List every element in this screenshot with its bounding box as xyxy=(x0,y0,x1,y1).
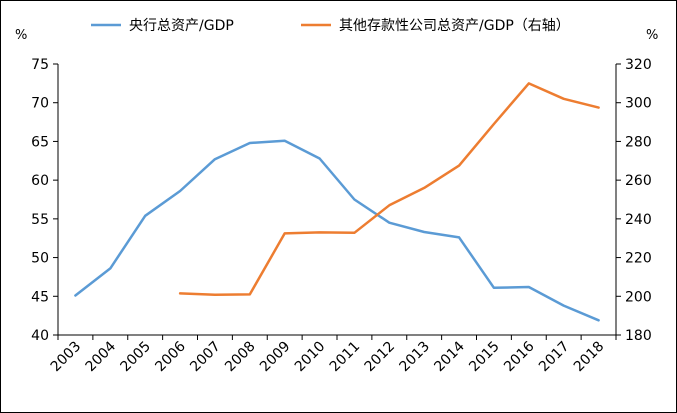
x-tick-label: 2015 xyxy=(466,339,503,376)
left-y-tick-label: 60 xyxy=(31,173,49,189)
left-y-tick-label: 45 xyxy=(31,289,49,305)
x-tick-label: 2018 xyxy=(571,339,608,376)
right-y-tick-label: 280 xyxy=(625,134,652,150)
x-tick-label: 2012 xyxy=(362,339,399,376)
x-tick-label: 2007 xyxy=(187,339,224,376)
legend-label: 其他存款性公司总资产/GDP（右轴） xyxy=(339,18,570,34)
legend: 央行总资产/GDP 其他存款性公司总资产/GDP（右轴） xyxy=(91,18,570,34)
x-tick-label: 2017 xyxy=(536,339,573,376)
right-y-tick-label: 180 xyxy=(625,328,652,344)
legend-label: 央行总资产/GDP xyxy=(129,18,234,34)
right-y-tick-label: 300 xyxy=(625,96,652,112)
x-tick-label: 2010 xyxy=(292,339,329,376)
central-bank-assets-line xyxy=(74,139,600,322)
x-tick-label: 2011 xyxy=(327,339,364,376)
x-tick-label: 2013 xyxy=(397,339,434,376)
left-y-tick-label: 75 xyxy=(31,57,49,73)
axes: 40 45 50 55 60 65 70 75 180 200 220 240 260 280 300 320… xyxy=(15,28,658,375)
x-tick-label: 2016 xyxy=(501,338,538,375)
x-tick-label: 2008 xyxy=(222,339,259,376)
right-y-unit: % xyxy=(646,28,658,43)
x-tick-label: 2003 xyxy=(48,339,85,376)
right-y-tick-label: 200 xyxy=(625,289,652,305)
right-y-tick-label: 320 xyxy=(625,57,652,73)
left-y-tick-label: 70 xyxy=(31,96,49,112)
x-tick-label: 2009 xyxy=(257,339,294,376)
other-depository-assets-line xyxy=(178,82,600,296)
x-tick-label: 2014 xyxy=(431,338,468,375)
series-lines xyxy=(74,82,600,322)
left-y-tick-label: 55 xyxy=(31,212,49,228)
legend-item-central-bank: 央行总资产/GDP xyxy=(91,18,234,34)
right-y-tick-label: 260 xyxy=(625,173,652,189)
left-y-tick-label: 40 xyxy=(31,328,49,344)
left-y-unit: % xyxy=(15,28,27,43)
legend-item-other-depository: 其他存款性公司总资产/GDP（右轴） xyxy=(301,18,570,34)
x-tick-label: 2004 xyxy=(83,338,120,375)
x-tick-label: 2005 xyxy=(118,339,155,376)
left-y-tick-label: 50 xyxy=(31,251,49,267)
right-y-tick-label: 240 xyxy=(625,212,652,228)
x-tick-label: 2006 xyxy=(152,338,189,375)
right-y-tick-label: 220 xyxy=(625,251,652,267)
left-y-tick-label: 65 xyxy=(31,134,49,150)
